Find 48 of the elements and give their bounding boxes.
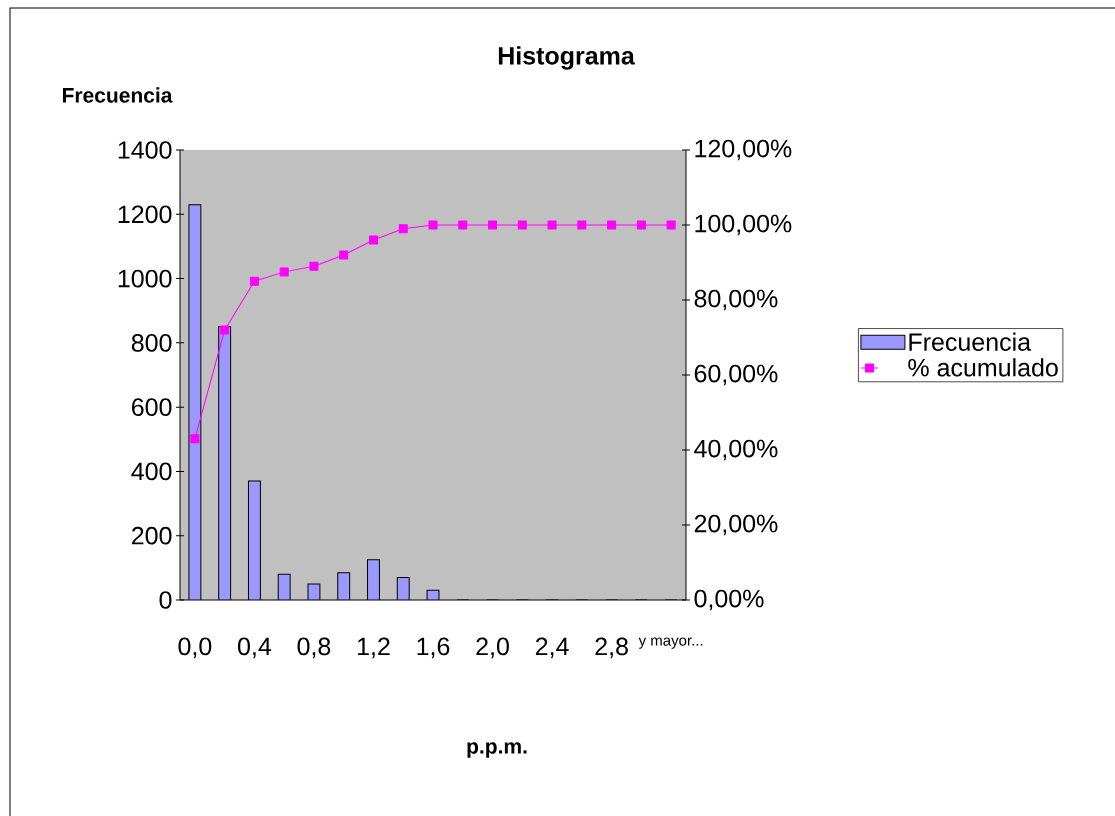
x-tick-label: 1,6 [417, 637, 450, 659]
y-tick-label: 1200 [118, 205, 172, 224]
point [428, 220, 438, 230]
y-tick-label: 1400 [118, 141, 172, 159]
y-tick-label: 800 [131, 334, 172, 352]
point [636, 220, 646, 230]
point [547, 220, 557, 230]
y-tick-label: 400 [131, 462, 172, 481]
y2-tick-label: 40,00% [694, 439, 778, 461]
x-tick-label: 0,4 [238, 637, 272, 659]
point [190, 434, 200, 444]
bar [367, 559, 380, 601]
y-tick-label: 1000 [118, 269, 172, 288]
legend-label: % acumulado [908, 358, 1058, 377]
x-axis-title: p.p.m. [467, 742, 527, 758]
point [249, 276, 259, 286]
y-axis-title: Frecuencia [62, 87, 173, 103]
legend-label: Frecuencia [909, 332, 1032, 351]
x-tick-label: 0,0 [178, 637, 212, 659]
point [220, 325, 230, 335]
x-tick-label: 2,4 [535, 637, 569, 659]
bar [248, 481, 261, 601]
point [309, 261, 319, 271]
point [666, 220, 676, 230]
y-tick-label: 200 [132, 526, 172, 545]
y2-tick-label: 60,00% [694, 364, 778, 386]
point [398, 224, 408, 234]
x-tick-label: 1,2 [358, 637, 390, 659]
y2-tick-label: 100,00% [695, 214, 792, 236]
y-tick-label: 0 [159, 591, 172, 609]
point [517, 220, 527, 230]
y2-tick-label: 120,00% [695, 139, 792, 161]
y2-tick-label: 80,00% [694, 289, 778, 311]
y2-tick-label: 20,00% [694, 514, 778, 536]
point [339, 250, 349, 260]
point [607, 220, 617, 230]
point [458, 220, 468, 230]
x-tick-label: y mayor... [638, 637, 703, 649]
x-tick-label: 2,8 [595, 637, 628, 659]
y2-tick-label: 0,00% [694, 589, 764, 611]
point [279, 267, 289, 277]
x-tick-label: 0,8 [297, 637, 331, 659]
chart-title: Histograma [498, 46, 635, 70]
point [488, 220, 498, 230]
point [577, 220, 587, 230]
y-tick-label: 600 [132, 398, 172, 417]
x-tick-label: 2,0 [476, 637, 509, 659]
point [368, 235, 378, 245]
